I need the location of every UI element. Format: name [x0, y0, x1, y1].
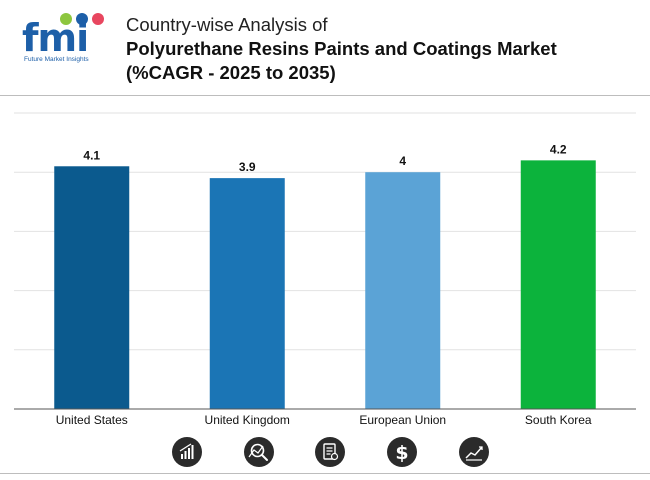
logo-subtitle: Future Market Insights [24, 56, 89, 63]
footer-divider [0, 473, 650, 474]
data-label: 4 [399, 154, 406, 168]
bar-united-states [54, 166, 130, 409]
document-report-icon [315, 437, 345, 467]
header-divider [0, 95, 650, 96]
logo-letters: fmi [22, 16, 89, 60]
logo-dots-icon [60, 13, 104, 25]
data-label: 4.1 [83, 148, 100, 162]
x-tick-label: South Korea [525, 413, 592, 427]
magnifier-analysis-icon [244, 437, 274, 467]
bar-european-union [365, 172, 441, 409]
x-tick-label: European Union [359, 413, 446, 427]
chart-title: Country-wise Analysis of Polyurethane Re… [126, 13, 636, 85]
footer-icons: $ [0, 437, 650, 469]
x-tick-label: United States [56, 413, 128, 427]
fmi-logo: fmi Future Market Insights [22, 12, 108, 70]
bar-chart: 4.1 United States 3.9 United Kingdom 4 Europe… [14, 112, 636, 427]
title-line-2: Polyurethane Resins Paints and Coatings … [126, 38, 557, 59]
bar-united-kingdom [209, 178, 285, 409]
data-label: 4.2 [550, 142, 567, 156]
svg-text:$: $ [395, 442, 408, 464]
growth-chart-icon [172, 437, 202, 467]
dollar-icon: $ [387, 437, 417, 467]
data-label: 3.9 [239, 160, 256, 174]
title-line-1: Country-wise Analysis of [126, 14, 328, 35]
title-line-3: (%CAGR - 2025 to 2035) [126, 62, 336, 83]
header: fmi Future Market Insights Country-wise … [0, 0, 650, 95]
trend-line-icon [459, 437, 489, 467]
bar-south-korea [520, 160, 596, 409]
x-tick-label: United Kingdom [205, 413, 290, 427]
